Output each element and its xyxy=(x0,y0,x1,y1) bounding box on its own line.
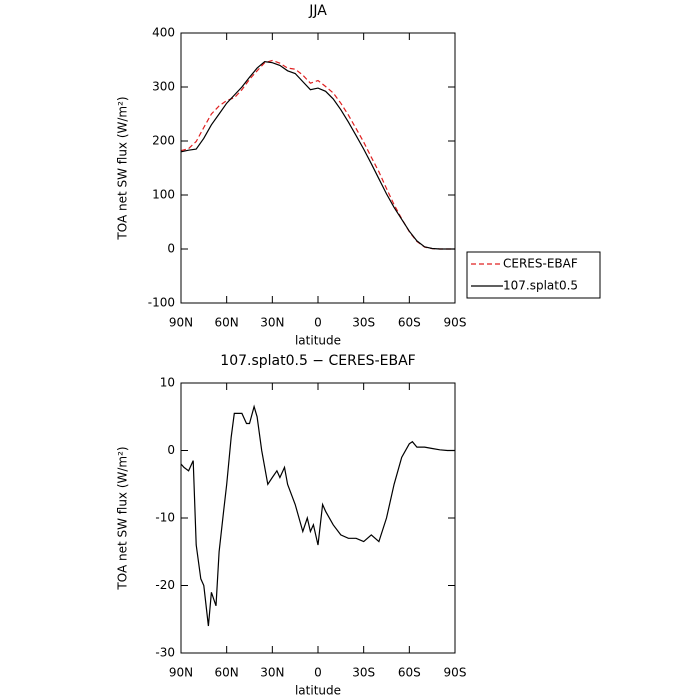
plot-frame xyxy=(180,32,456,304)
chart-title: JJA xyxy=(308,3,327,19)
x-tick-label: 30S xyxy=(352,316,375,330)
legend-label: CERES-EBAF xyxy=(503,257,578,271)
y-axis-label: TOA net SW flux (W/m²) xyxy=(116,446,130,590)
chart-title: 107.splat0.5 − CERES-EBAF xyxy=(220,353,415,369)
series-line xyxy=(180,404,455,627)
x-tick-label: 90S xyxy=(444,666,467,680)
x-tick-label: 60N xyxy=(215,666,239,680)
x-tick-label: 60S xyxy=(398,316,421,330)
legend-box xyxy=(466,251,601,299)
y-tick-label: 200 xyxy=(152,134,175,148)
y-tick-label: -10 xyxy=(155,511,175,525)
x-tick-label: 30N xyxy=(260,316,284,330)
x-tick-label: 90N xyxy=(169,316,193,330)
y-tick-label: 0 xyxy=(167,242,175,256)
legend-label: 107.splat0.5 xyxy=(503,279,578,293)
series-line xyxy=(180,60,455,250)
x-tick-label: 0 xyxy=(314,666,322,680)
y-tick-label: 400 xyxy=(152,26,175,40)
x-tick-label: 90N xyxy=(169,666,193,680)
y-tick-label: 100 xyxy=(152,188,175,202)
x-axis-label: latitude xyxy=(295,684,341,698)
x-tick-label: 60S xyxy=(398,666,421,680)
x-tick-label: 30S xyxy=(352,666,375,680)
y-axis-label: TOA net SW flux (W/m²) xyxy=(116,96,130,240)
x-tick-label: 90S xyxy=(444,316,467,330)
x-tick-label: 0 xyxy=(314,316,322,330)
series-line xyxy=(180,59,455,250)
x-tick-label: 30N xyxy=(260,666,284,680)
y-tick-label: -30 xyxy=(155,646,175,660)
y-tick-label: 10 xyxy=(160,376,175,390)
y-tick-label: -20 xyxy=(155,578,175,592)
x-tick-label: 60N xyxy=(215,316,239,330)
y-tick-label: 300 xyxy=(152,80,175,94)
y-tick-label: 0 xyxy=(167,443,175,457)
x-axis-label: latitude xyxy=(295,334,341,348)
y-tick-label: -100 xyxy=(148,296,175,310)
plot-frame xyxy=(180,382,456,654)
